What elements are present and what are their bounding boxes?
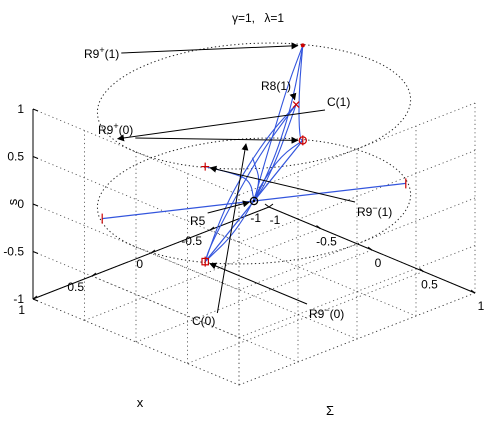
- marker-R5-center: [252, 199, 256, 203]
- trajectory-line: [204, 104, 297, 262]
- x-tick-label: 0.5: [67, 280, 84, 294]
- z-tick-label: -0.5: [3, 245, 24, 259]
- label-R9+(0): R9+(0): [98, 121, 133, 137]
- reference-circles: [96, 42, 412, 265]
- trajectory-line: [204, 157, 260, 262]
- arrow-R9+(0): [135, 136, 299, 144]
- z-axis-label: s: [5, 198, 20, 205]
- label-C(1): C(1): [327, 95, 350, 109]
- x-tick: [268, 203, 274, 208]
- arrow-R9+(1): [121, 42, 299, 54]
- arrow-R8(1): [289, 92, 297, 101]
- title-lambda: λ=1: [264, 11, 284, 25]
- arrow-R9-(1): [209, 165, 356, 203]
- y-tick-label: 1: [478, 299, 485, 313]
- trajectory-line: [253, 104, 297, 202]
- label-R9-(0): R9−(0): [309, 305, 344, 321]
- label-R9-(1): R9−(1): [357, 203, 392, 219]
- z-tick: [32, 298, 39, 302]
- trajectory-line: [253, 45, 304, 202]
- trajectory-line: [253, 45, 304, 202]
- circle-C(0): [96, 137, 412, 265]
- marker-R9-(0): [201, 257, 210, 266]
- axes-box: [32, 102, 476, 386]
- z-tick: [32, 203, 39, 207]
- arrow-C(0): [216, 143, 249, 314]
- x-tick-label: 1: [18, 303, 25, 317]
- z-tick: [32, 251, 39, 254]
- x-tick: [91, 272, 97, 277]
- marker-R8(1)-b: [292, 101, 300, 108]
- label-R9+(1): R9+(1): [84, 45, 119, 61]
- trajectory-line: [204, 104, 297, 262]
- label-R8(1): R8(1): [261, 79, 291, 93]
- y-tick-label: 0.5: [421, 278, 438, 292]
- x-tick-label: -0.5: [181, 234, 202, 248]
- grid-line: [187, 271, 424, 364]
- z-tick: [32, 108, 39, 112]
- y-axis-label: Σ: [326, 403, 334, 418]
- grid-line: [238, 102, 476, 196]
- annotations: R9+(1) R8(1) C(1) R9+(0) R5 R9−(1) C(0) R9−(0): [84, 42, 392, 328]
- grid-line: [84, 228, 321, 321]
- y-tick: [419, 268, 424, 272]
- circle-C(1): [96, 42, 412, 170]
- label-R5: R5: [190, 214, 206, 228]
- arrow-C(1): [117, 109, 326, 142]
- x-tick: [32, 295, 38, 300]
- marker-R9+(0): [298, 136, 307, 145]
- trajectories: [102, 45, 406, 262]
- z-tick-label: 0.5: [7, 150, 24, 164]
- arrow-R9-(0): [209, 262, 308, 305]
- y-tick: [470, 289, 476, 294]
- z-tick-label: -1: [13, 292, 24, 306]
- x-axis-label: x: [137, 395, 144, 410]
- marker-R5: [249, 196, 259, 206]
- tick-labels: -1 -1 -1 -0.5 -0.5 -0.5 0 0 0 0.5 0.5 0.5 1 1 1: [3, 102, 484, 317]
- y-tick: [367, 246, 373, 251]
- y-tick-label: -1: [270, 213, 281, 227]
- grid-line: [238, 292, 476, 386]
- grid-line: [238, 150, 476, 243]
- x-tick-label: 0: [136, 257, 143, 271]
- y-tick-label: -0.5: [316, 235, 337, 249]
- trajectory-line: [205, 166, 255, 202]
- marker-R9+(1): [300, 43, 305, 48]
- title-gamma: γ=1,: [232, 11, 255, 25]
- z-tick-label: 0: [17, 197, 24, 211]
- critical-points: [101, 43, 407, 267]
- chart-title: γ=1, λ=1: [232, 11, 284, 25]
- label-C(0): C(0): [192, 314, 215, 328]
- x-tick: [209, 226, 215, 231]
- y-tick: [264, 203, 270, 208]
- trajectory-line: [298, 45, 304, 141]
- grid-line: [238, 245, 476, 338]
- x-tick-label: -1: [250, 211, 261, 225]
- z-tick-label: 1: [17, 102, 24, 116]
- y-tick: [316, 225, 321, 229]
- z-tick: [32, 156, 39, 159]
- grid-line: [135, 249, 373, 343]
- arrow-R5: [207, 200, 250, 214]
- y-tick-label: 0: [375, 256, 382, 270]
